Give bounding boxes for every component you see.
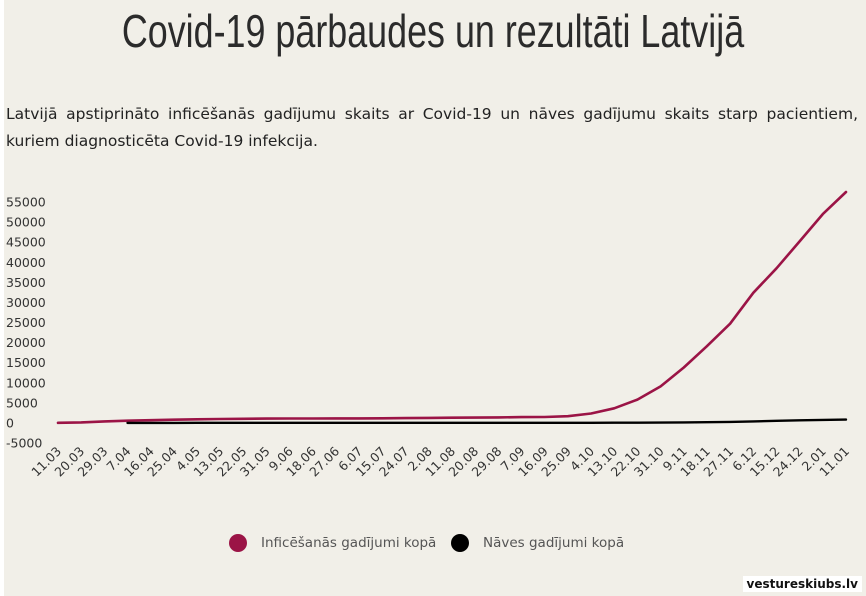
series-layer: [56, 190, 848, 425]
legend-marker-deaths: [451, 534, 469, 552]
legend-marker-infections: [229, 534, 247, 552]
y-axis: 5500050000450004000035000300002500020000…: [6, 195, 46, 451]
y-tick-label: 25000: [6, 315, 46, 330]
legend-label-deaths: Nāves gadījumi kopā: [483, 535, 625, 551]
chart-legend: Inficēšanās gadījumi kopā Nāves gadījumi…: [0, 534, 866, 558]
y-tick-label: 50000: [6, 215, 46, 230]
y-tick-label: 20000: [6, 335, 46, 350]
x-axis: 11.0320.0329.037.0416.0425.044.0513.0522…: [28, 443, 852, 479]
page-title: Covid-19 pārbaudes un rezultāti Latvijā: [121, 5, 745, 57]
y-tick-label: 30000: [6, 295, 46, 310]
series-line-deaths[interactable]: [126, 418, 848, 425]
y-tick-label: 0: [6, 415, 14, 430]
y-tick-label: 45000: [6, 235, 46, 250]
y-tick-label: 15000: [6, 355, 46, 370]
legend-item-infections[interactable]: Inficēšanās gadījumi kopā: [229, 534, 436, 552]
y-tick-label: -5000: [6, 436, 42, 451]
y-tick-label: 40000: [6, 255, 46, 270]
legend-item-deaths[interactable]: Nāves gadījumi kopā: [451, 534, 624, 552]
y-tick-label: 5000: [6, 395, 38, 410]
page-subtitle: Latvijā apstiprināto inficēšanās gadījum…: [6, 105, 858, 150]
y-tick-label: 55000: [6, 195, 46, 210]
series-line-infections[interactable]: [56, 190, 848, 425]
y-tick-label: 35000: [6, 275, 46, 290]
legend-label-infections: Inficēšanās gadījumi kopā: [261, 535, 437, 551]
y-tick-label: 10000: [6, 375, 46, 390]
watermark-text: vestureskiubs.lv: [742, 576, 862, 592]
